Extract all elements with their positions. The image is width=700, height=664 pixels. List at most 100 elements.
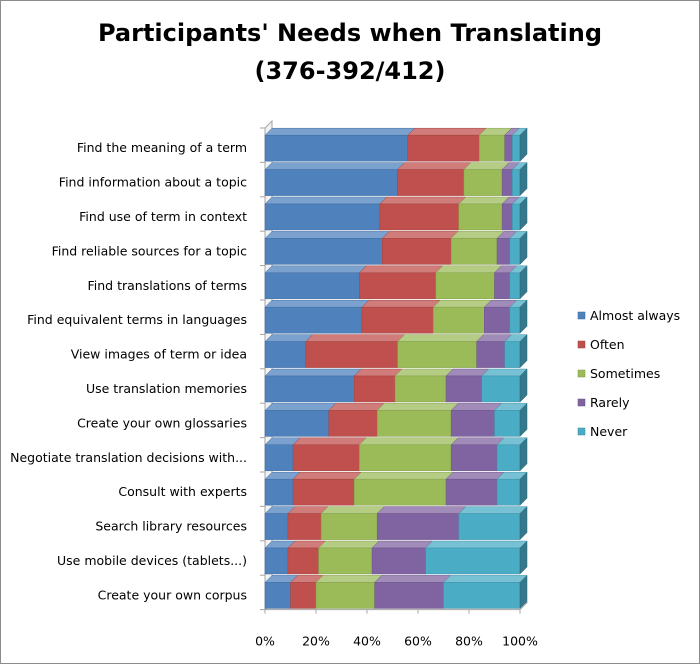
- bars-layer: [264, 127, 528, 610]
- bar-segment: [478, 127, 513, 162]
- category-label: Find reliable sources for a topic: [52, 243, 248, 258]
- bar-segment: [264, 368, 362, 403]
- legend-swatch: [577, 311, 586, 320]
- bar-segment: [379, 196, 467, 231]
- x-tick-label: 20%: [302, 634, 330, 649]
- bar-segment: [320, 506, 385, 540]
- bar-segment: [358, 437, 459, 472]
- bar-segment: [353, 368, 403, 403]
- bar-segment: [317, 540, 380, 575]
- bar-segment: [396, 162, 472, 196]
- bar-segment: [353, 471, 454, 506]
- bar-segment: [264, 265, 367, 300]
- category-label: Find use of term in context: [79, 209, 247, 224]
- bar-segment: [496, 437, 528, 472]
- bar-segment: [450, 403, 503, 437]
- bar-segment: [264, 231, 390, 265]
- bar-segment: [264, 403, 337, 437]
- category-label: Create your own corpus: [98, 587, 247, 602]
- legend-swatch: [577, 369, 586, 378]
- bar-segment: [315, 575, 383, 609]
- chart-title-block: Participants' Needs when Translating (37…: [0, 14, 700, 90]
- x-tick-label: 80%: [455, 634, 483, 649]
- bar-segment: [287, 506, 329, 540]
- bar-segment: [445, 471, 505, 506]
- x-tick-label: 0%: [255, 634, 275, 649]
- bar-segment: [292, 437, 367, 472]
- category-label: Use translation memories: [86, 381, 247, 396]
- bar-segment: [264, 471, 301, 506]
- bar-segment: [264, 162, 406, 196]
- bar-segment: [371, 540, 434, 575]
- category-label: Find translations of terms: [87, 278, 247, 293]
- bar-segment: [264, 334, 314, 368]
- legend-swatch: [577, 340, 586, 349]
- x-tick-labels: 0% 20% 40% 60% 80% 100%: [255, 634, 538, 649]
- category-label: Use mobile devices (tablets...): [57, 553, 247, 568]
- category-label: Negotiate translation decisions with...: [10, 450, 247, 465]
- category-labels: Create your own corpus Use mobile devices…: [10, 140, 247, 602]
- legend-swatch: [577, 398, 586, 407]
- bar-segment: [509, 230, 528, 266]
- bar-segment: [374, 575, 452, 609]
- legend-item: Rarely: [577, 395, 630, 410]
- bar-segment: [264, 506, 296, 540]
- bar-segment: [476, 334, 513, 368]
- bar-segment: [305, 334, 406, 368]
- bar-segment: [425, 540, 528, 575]
- legend-item: Almost always: [577, 308, 680, 323]
- bar-segment: [435, 265, 503, 300]
- bar-segment: [504, 333, 528, 369]
- bar-segment: [442, 574, 528, 610]
- bar-segment: [511, 127, 528, 162]
- legend-label: Almost always: [590, 308, 680, 323]
- bar-segment: [432, 299, 492, 334]
- legend-label: Sometimes: [590, 366, 660, 381]
- bar-segment: [376, 506, 467, 540]
- x-tick-label: 100%: [502, 634, 538, 649]
- bar-segment: [376, 403, 459, 437]
- x-tick-label: 40%: [353, 634, 381, 649]
- bar-segment: [289, 575, 324, 609]
- x-tick-label: 60%: [404, 634, 432, 649]
- bar-segment: [264, 299, 370, 334]
- legend-item: Sometimes: [577, 366, 660, 381]
- category-label: Search library resources: [95, 519, 247, 534]
- bar-segment: [511, 196, 528, 231]
- bar-segment: [358, 265, 444, 300]
- bar-segment: [450, 437, 505, 472]
- legend: Almost always Often Sometimes Rarely Never: [577, 308, 680, 439]
- legend-label: Often: [590, 337, 625, 352]
- category-label: Find equivalent terms in languages: [27, 312, 247, 327]
- bar-segment: [381, 231, 459, 265]
- legend-label: Rarely: [590, 395, 630, 410]
- bar-segment: [481, 368, 528, 403]
- bar-segment: [396, 334, 485, 368]
- bar-segment: [264, 540, 296, 575]
- legend-item: Often: [577, 337, 625, 352]
- bar-segment: [361, 299, 441, 334]
- bar-segment: [407, 127, 487, 162]
- bar-segment: [496, 471, 528, 506]
- legend-label: Never: [590, 424, 628, 439]
- category-label: Create your own glossaries: [77, 415, 247, 430]
- bar-segment: [264, 437, 301, 472]
- bar-segment: [450, 231, 505, 265]
- category-label: View images of term or idea: [71, 347, 247, 362]
- bar-segment: [511, 161, 528, 197]
- legend-swatch: [577, 427, 586, 436]
- chart-title: Participants' Needs when Translating: [97, 19, 602, 47]
- chart-subtitle: (376-392/412): [254, 57, 446, 85]
- bar-segment: [394, 368, 454, 403]
- bar-segment: [458, 505, 528, 541]
- bar-segment: [458, 196, 510, 231]
- category-label: Find the meaning of a term: [77, 140, 247, 155]
- bar-segment: [509, 299, 528, 334]
- bar-segment: [493, 402, 528, 438]
- category-label: Find information about a topic: [59, 175, 247, 190]
- bar-segment: [463, 162, 510, 196]
- bar-segment: [287, 540, 327, 575]
- bar-segment: [264, 196, 388, 231]
- bar-segment: [292, 471, 362, 506]
